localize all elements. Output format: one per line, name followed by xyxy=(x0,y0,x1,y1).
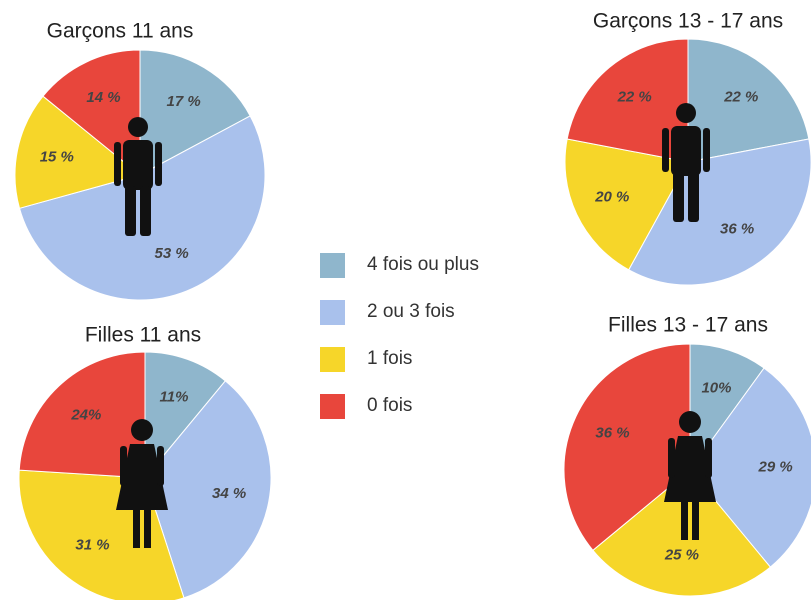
value-label: 15 % xyxy=(40,149,74,166)
legend-label: 0 fois xyxy=(367,395,412,416)
pie-slice xyxy=(564,138,689,271)
chart-title: Garçons 13 - 17 ans xyxy=(593,10,783,33)
legend-label: 2 ou 3 fois xyxy=(367,301,455,322)
legend-label: 4 fois ou plus xyxy=(367,254,479,275)
pie-slice xyxy=(144,380,272,599)
value-label: 22 % xyxy=(723,89,758,106)
pie-slice xyxy=(628,138,811,286)
pie-slice xyxy=(687,38,810,163)
chart-title: Filles 11 ans xyxy=(85,324,201,347)
chart-title: Filles 13 - 17 ans xyxy=(608,314,768,337)
female-icon xyxy=(116,419,168,548)
pie-slice xyxy=(563,343,691,552)
value-label: 22 % xyxy=(617,89,652,106)
value-label: 10% xyxy=(701,379,731,396)
pie-slice xyxy=(18,351,146,479)
legend-label: 1 fois xyxy=(367,348,412,369)
value-label: 11% xyxy=(160,388,189,405)
pie-slice xyxy=(14,95,142,209)
value-label: 29 % xyxy=(758,458,793,475)
legend-swatch xyxy=(320,300,345,325)
legend-swatch xyxy=(320,347,345,372)
female-icon xyxy=(664,411,716,540)
pie-slice xyxy=(139,49,251,176)
value-label: 53 % xyxy=(154,245,188,262)
value-label: 31 % xyxy=(75,537,109,554)
value-label: 20 % xyxy=(594,189,629,206)
pie-slice xyxy=(566,38,689,163)
legend-swatch xyxy=(320,253,345,278)
legend-swatch xyxy=(320,394,345,419)
male-icon xyxy=(662,103,710,222)
value-label: 17 % xyxy=(167,93,201,110)
chart-title: Garçons 11 ans xyxy=(47,20,194,43)
male-icon xyxy=(114,117,162,236)
value-label: 34 % xyxy=(212,485,246,502)
value-label: 36 % xyxy=(720,221,754,238)
value-label: 24% xyxy=(70,407,101,424)
value-label: 25 % xyxy=(664,546,699,563)
pie-slice xyxy=(689,367,811,568)
value-label: 36 % xyxy=(595,424,629,441)
pie-slice xyxy=(144,351,227,480)
value-label: 14 % xyxy=(86,89,120,106)
